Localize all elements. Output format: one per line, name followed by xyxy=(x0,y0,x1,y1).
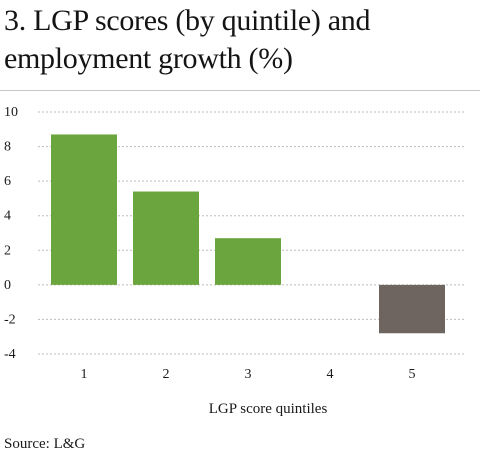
y-tick-label: 10 xyxy=(4,105,18,120)
y-axis-ticks: 10 8 6 4 2 0 -2 -4 xyxy=(4,105,18,362)
y-tick-label: -4 xyxy=(4,347,16,362)
bar-quintile-5 xyxy=(379,284,445,334)
chart-title: 3. LGP scores (by quintile) and employme… xyxy=(4,4,371,75)
bar-chart: 10 8 6 4 2 0 -2 -4 1 2 3 4 5 LGP score quintiles xyxy=(4,105,464,417)
y-tick-label: 2 xyxy=(4,243,11,258)
y-tick-label: -2 xyxy=(4,312,16,327)
x-tick-label: 2 xyxy=(163,367,170,382)
x-axis-ticks: 1 2 3 4 5 xyxy=(81,367,416,382)
source-note: Source: L&G xyxy=(4,436,86,452)
bars xyxy=(51,134,445,334)
y-tick-label: 0 xyxy=(4,278,11,293)
x-tick-label: 1 xyxy=(81,367,88,382)
x-tick-label: 5 xyxy=(409,367,416,382)
title-divider xyxy=(0,90,480,91)
bar-quintile-2 xyxy=(133,191,199,285)
y-tick-label: 4 xyxy=(4,209,11,224)
y-tick-label: 8 xyxy=(4,140,11,155)
y-tick-label: 6 xyxy=(4,174,11,189)
x-axis-label: LGP score quintiles xyxy=(209,401,328,417)
bar-quintile-3 xyxy=(215,238,281,285)
x-tick-label: 4 xyxy=(327,367,334,382)
bar-quintile-1 xyxy=(51,134,117,285)
x-tick-label: 3 xyxy=(245,367,252,382)
